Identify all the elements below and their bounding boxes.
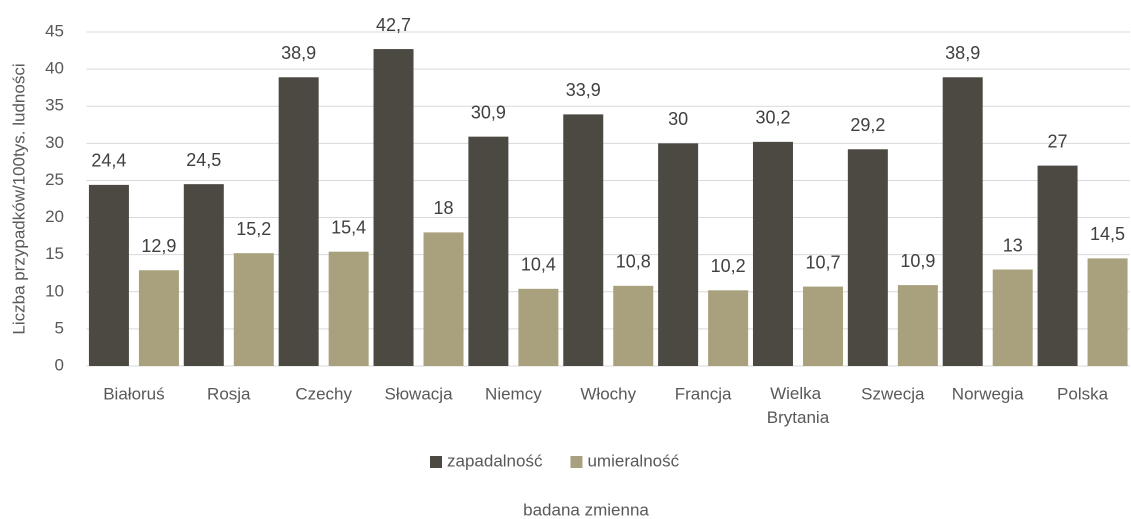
bar [563, 114, 604, 367]
y-tick-label: 35 [45, 96, 64, 115]
data-label: 42,7 [376, 15, 411, 35]
bar [847, 149, 888, 366]
x-axis-label: badana zmienna [523, 500, 649, 519]
y-tick-label: 25 [45, 170, 64, 189]
x-tick-label: Czechy [295, 384, 352, 403]
data-label: 24,4 [91, 151, 126, 171]
bar [897, 285, 938, 366]
y-tick-label: 45 [45, 21, 64, 40]
bar [373, 49, 414, 367]
bar [468, 136, 509, 366]
legend-label: umieralność [587, 451, 679, 470]
bar [138, 270, 179, 366]
bar [423, 232, 464, 366]
bar [233, 253, 274, 366]
x-tick-label: Białoruś [103, 384, 164, 403]
data-label: 30,2 [755, 108, 790, 128]
data-label: 10,2 [711, 256, 746, 276]
bar [1037, 165, 1078, 366]
x-tick-label: Rosja [207, 384, 251, 403]
x-tick-label: Polska [1057, 384, 1109, 403]
y-axis-label: Liczba przypadków/100tys. ludności [9, 63, 28, 334]
bar [992, 269, 1033, 366]
data-label: 30 [668, 109, 688, 129]
bar [328, 251, 369, 366]
y-tick-label: 40 [45, 59, 64, 78]
data-label: 10,8 [616, 252, 651, 272]
legend-label: zapadalność [447, 451, 543, 470]
data-label: 13 [1003, 235, 1023, 255]
y-tick-label: 30 [45, 133, 64, 152]
bar [752, 141, 793, 366]
bar [708, 290, 749, 366]
y-tick-label: 20 [45, 207, 64, 226]
data-label: 12,9 [141, 236, 176, 256]
data-label: 10,7 [805, 252, 840, 272]
x-tick-label: Norwegia [952, 384, 1024, 403]
bar [183, 184, 224, 366]
bar [518, 288, 559, 366]
data-label: 15,2 [236, 219, 271, 239]
data-label: 24,5 [186, 150, 221, 170]
data-label: 38,9 [281, 43, 316, 63]
bar [88, 184, 129, 366]
x-tick-label: Włochy [580, 384, 636, 403]
legend-swatch [570, 456, 583, 468]
data-label: 29,2 [850, 115, 885, 135]
bar [658, 143, 699, 366]
bar [802, 286, 843, 366]
data-label: 10,9 [900, 251, 935, 271]
x-tick-label: Szwecja [861, 384, 925, 403]
x-tick-label: Francja [675, 384, 732, 403]
x-tick-label: Wielka Brytania [767, 384, 830, 427]
y-tick-label: 15 [45, 244, 64, 263]
y-tick-label: 5 [55, 318, 64, 337]
bar [942, 77, 983, 366]
x-tick-label: Niemcy [485, 384, 542, 403]
data-label: 15,4 [331, 217, 366, 237]
bar [278, 77, 319, 366]
data-label: 10,4 [521, 255, 556, 275]
data-label: 14,5 [1090, 224, 1125, 244]
data-label: 30,9 [471, 102, 506, 122]
data-label: 18 [434, 198, 454, 218]
data-label: 33,9 [566, 80, 601, 100]
data-label: 27 [1048, 131, 1068, 151]
bar [1087, 258, 1128, 366]
x-tick-label: Słowacja [384, 384, 453, 403]
legend-swatch [430, 456, 442, 468]
y-tick-label: 10 [45, 281, 64, 300]
y-tick-label: 0 [55, 355, 64, 374]
data-label: 38,9 [945, 43, 980, 63]
bar [613, 285, 654, 366]
